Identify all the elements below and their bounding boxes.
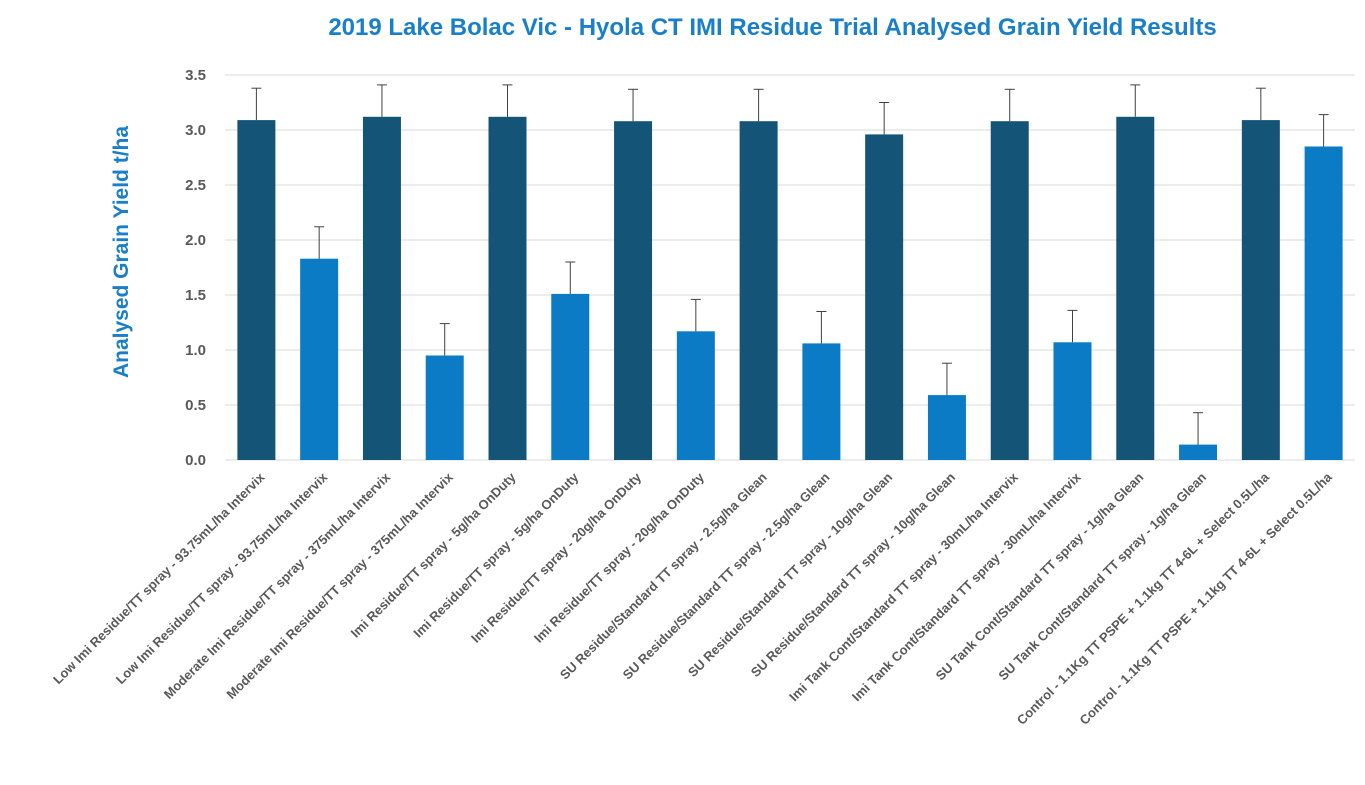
y-tick-label: 3.0 <box>185 122 206 139</box>
y-tick-label: 2.5 <box>185 177 206 194</box>
bar <box>990 121 1029 460</box>
y-tick-label: 0.5 <box>185 397 206 414</box>
x-category-label: SU Tank Cont/Standard TT spray - 1g/ha G… <box>933 469 1147 683</box>
x-category-label: Low Imi Residue/TT spray - 93.75mL/ha In… <box>113 469 331 687</box>
bar <box>1053 342 1092 460</box>
bar <box>237 120 276 460</box>
bar <box>300 258 339 460</box>
y-tick-label: 2.0 <box>185 232 206 249</box>
bar <box>362 116 401 461</box>
bar <box>488 116 527 461</box>
y-axis-label: Analysed Grain Yield t/ha <box>110 126 133 378</box>
bar <box>614 121 653 460</box>
y-tick-label: 0.0 <box>185 452 206 469</box>
y-tick-label: 1.5 <box>185 287 206 304</box>
bar <box>1241 120 1280 460</box>
bar <box>865 134 904 460</box>
y-tick-label: 3.5 <box>185 67 206 84</box>
x-category-label: Imi Tank Cont/Standard TT spray - 30mL/h… <box>849 469 1084 704</box>
bar <box>739 121 778 460</box>
x-category-label: Moderate Imi Residue/TT spray - 375mL/ha… <box>161 469 394 702</box>
x-category-label: Moderate Imi Residue/TT spray - 375mL/ha… <box>224 469 457 702</box>
bar <box>1116 116 1155 461</box>
bar <box>551 293 590 460</box>
x-category-label: Low Imi Residue/TT spray - 93.75mL/ha In… <box>50 469 268 687</box>
x-category-label: Imi Tank Cont/Standard TT spray - 30mL/h… <box>786 469 1021 704</box>
bar <box>676 331 715 460</box>
y-tick-labels: 0.0 0.5 1.0 1.5 2.0 2.5 3.0 3.5 <box>185 67 206 469</box>
error-bars <box>251 84 1329 445</box>
bar <box>1179 444 1218 460</box>
bar <box>425 355 464 460</box>
chart-title: 2019 Lake Bolac Vic - Hyola CT IMI Resid… <box>328 14 1217 41</box>
bar <box>1304 146 1343 460</box>
bars <box>237 116 1343 461</box>
gridlines <box>225 74 1355 461</box>
y-tick-label: 1.0 <box>185 342 206 359</box>
x-category-labels: Low Imi Residue/TT spray - 93.75mL/ha In… <box>50 469 1335 728</box>
bar <box>802 343 841 460</box>
x-category-label: SU Tank Cont/Standard TT spray - 1g/ha G… <box>995 469 1209 683</box>
bar <box>927 395 966 460</box>
